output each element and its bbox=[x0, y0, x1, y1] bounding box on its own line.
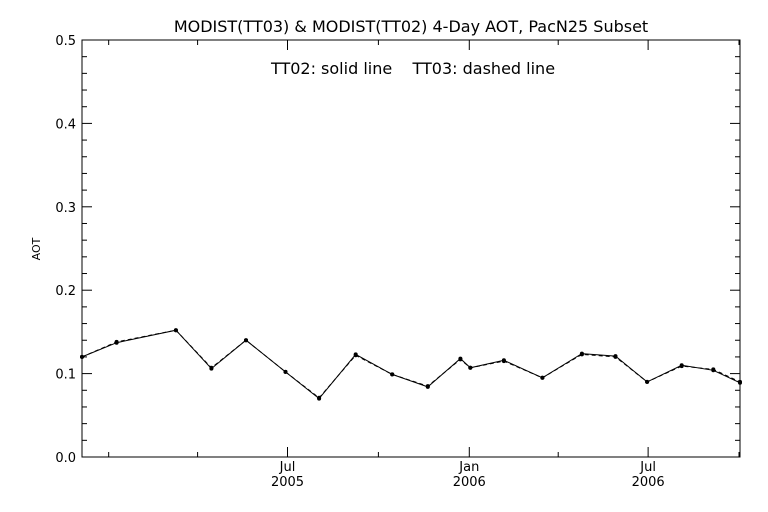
data-point-tt03 bbox=[645, 379, 650, 384]
data-point-tt03 bbox=[390, 372, 395, 377]
line-style-legend: TT02: solid line TT03: dashed line bbox=[270, 59, 555, 78]
data-point-tt03 bbox=[209, 365, 214, 370]
data-point-tt03 bbox=[114, 339, 119, 344]
y-axis: 0.0 0.1 0.2 0.3 0.4 0.5 bbox=[55, 34, 740, 466]
series-line-tt02 bbox=[81, 329, 741, 400]
series-line-tt03 bbox=[81, 329, 741, 399]
data-point-tt03 bbox=[540, 375, 545, 380]
data-point-tt03 bbox=[738, 379, 742, 384]
data-point-tt03 bbox=[425, 384, 430, 389]
data-point-tt03 bbox=[711, 367, 716, 372]
data-point-tt03 bbox=[353, 353, 358, 358]
data-point-tt03 bbox=[468, 365, 473, 370]
data-point-tt03 bbox=[579, 352, 584, 357]
data-point-tt03 bbox=[244, 338, 248, 343]
series-layer bbox=[80, 328, 742, 401]
chart-title: MODIST(TT03) & MODIST(TT02) 4-Day AOT, P… bbox=[174, 17, 648, 36]
x-tick-month-label: Jul bbox=[279, 460, 296, 475]
x-tick-year-label: 2005 bbox=[271, 475, 304, 490]
data-point-tt03 bbox=[679, 364, 684, 369]
data-point-tt03 bbox=[458, 357, 463, 362]
y-tick-label: 0.4 bbox=[55, 117, 76, 132]
x-tick-year-label: 2006 bbox=[453, 475, 486, 490]
y-tick-label: 0.5 bbox=[55, 34, 76, 49]
data-point-tt03 bbox=[501, 359, 506, 364]
y-axis-label: AOT bbox=[30, 237, 43, 260]
data-point-tt03 bbox=[173, 328, 178, 333]
plot-frame bbox=[81, 39, 741, 458]
y-tick-label: 0.1 bbox=[55, 368, 76, 383]
data-point-tt03 bbox=[80, 354, 84, 359]
y-tick-label: 0.3 bbox=[55, 201, 76, 216]
x-tick-month-label: Jul bbox=[639, 460, 656, 475]
data-point-tt03 bbox=[283, 369, 288, 374]
y-tick-label: 0.0 bbox=[55, 451, 76, 466]
y-tick-label: 0.2 bbox=[55, 284, 76, 299]
data-point-tt03 bbox=[317, 395, 322, 400]
x-tick-month-label: Jan bbox=[458, 460, 479, 475]
x-tick-year-label: 2006 bbox=[632, 475, 665, 490]
data-point-tt03 bbox=[613, 354, 618, 359]
